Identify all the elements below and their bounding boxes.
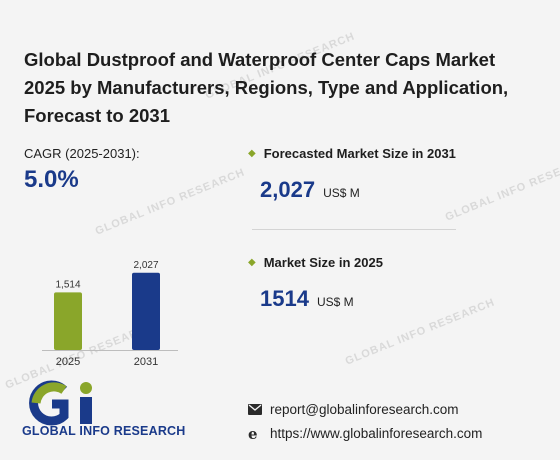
bullet-icon: ◆ (248, 148, 256, 159)
bar-2025 (54, 292, 82, 350)
company-logo (29, 380, 92, 426)
website-text[interactable]: https://www.globalinforesearch.com (270, 426, 483, 441)
cagr-label: CAGR (2025-2031): (24, 146, 140, 161)
data-label-2025: 1,514 (55, 279, 80, 290)
forecast-unit: US$ M (323, 186, 360, 200)
market-label: Market Size in 2025 (263, 255, 383, 270)
market-stat: ◆ Market Size in 2025 1514 US$ M (248, 255, 383, 312)
category-label-2025: 2025 (56, 356, 80, 368)
web-icon: e (248, 427, 258, 441)
bar-chart: 1,514 2025 2,027 2031 (42, 260, 178, 368)
page-title: Global Dustproof and Waterproof Center C… (24, 49, 509, 126)
category-label-2031: 2031 (134, 356, 158, 368)
forecast-stat: ◆ Forecasted Market Size in 2031 2,027 U… (248, 146, 456, 203)
data-label-2031: 2,027 (133, 260, 158, 271)
forecast-label: Forecasted Market Size in 2031 (263, 146, 456, 161)
email-text[interactable]: report@globalinforesearch.com (270, 402, 459, 417)
logo-text: GLOBAL INFO RESEARCH (22, 424, 186, 438)
bar-2031 (132, 272, 160, 350)
market-value: 1514 (260, 286, 309, 311)
watermark-2: GLOBAL INFO RESEARCH (443, 152, 560, 224)
market-unit: US$ M (316, 295, 354, 309)
website-contact[interactable]: e https://www.globalinforesearch.com (248, 426, 482, 441)
svg-text:e: e (248, 427, 258, 441)
cagr-value: 5.0% (24, 166, 79, 193)
stat-divider (252, 229, 456, 230)
watermark-1: GLOBAL INFO RESEARCH (93, 166, 247, 238)
forecast-value: 2,027 (260, 177, 316, 202)
email-contact[interactable]: report@globalinforesearch.com (248, 402, 459, 417)
bullet-icon: ◆ (248, 257, 256, 268)
email-icon (248, 404, 262, 415)
